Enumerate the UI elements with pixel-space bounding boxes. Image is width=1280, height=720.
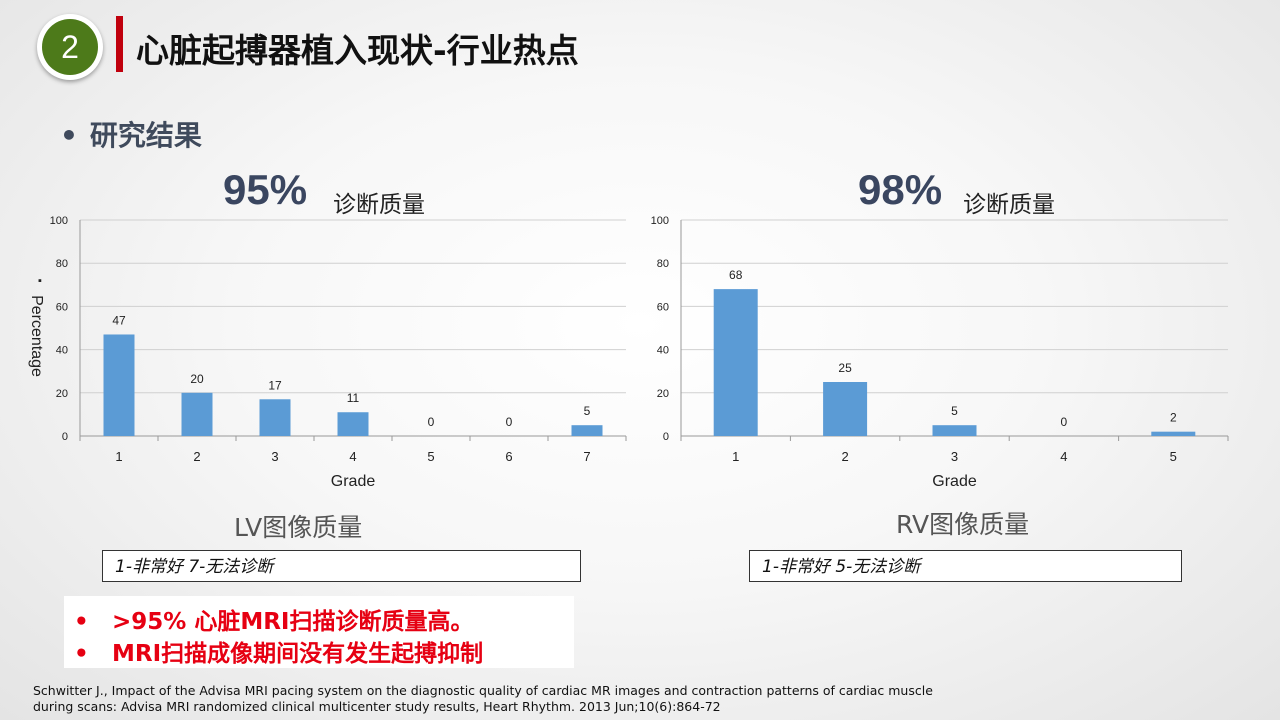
section-heading-text: 研究结果 (89, 119, 202, 152)
rv-x-axis-title: Grade (932, 473, 977, 490)
conclusion-item: • MRI扫描成像期间没有发生起搏抑制 (74, 634, 483, 668)
bullet-icon: • (60, 119, 78, 152)
rv-data-label: 5 (951, 404, 958, 418)
lv-y-tick-label: 60 (56, 301, 68, 313)
section-heading: • 研究结果 (60, 114, 202, 154)
lv-x-tick-label: 4 (349, 449, 356, 464)
lv-data-label: 20 (190, 372, 204, 386)
lv-headline-label: 诊断质量 (333, 192, 425, 218)
lv-x-tick-label: 1 (115, 449, 122, 464)
rv-data-label: 0 (1061, 415, 1068, 429)
lv-bar (103, 334, 135, 436)
rv-y-tick-label: 20 (657, 388, 669, 400)
rv-x-tick-label: 2 (841, 449, 848, 464)
rv-chart-subtitle: RV图像质量 (896, 510, 1030, 539)
rv-y-tick-label: 40 (657, 345, 669, 357)
lv-bar (337, 412, 369, 436)
lv-x-tick-label: 6 (505, 449, 512, 464)
lv-x-tick-label: 2 (193, 449, 200, 464)
lv-data-label: 0 (506, 415, 513, 429)
conclusion-box: • >95% 心脏MRI扫描诊断质量高。 • MRI扫描成像期间没有发生起搏抑制 (64, 596, 574, 668)
conclusion-text: MRI扫描成像期间没有发生起搏抑制 (112, 641, 484, 667)
rv-bar (823, 382, 868, 436)
rv-headline-label: 诊断质量 (963, 192, 1055, 218)
lv-chart-subtitle: LV图像质量 (234, 513, 363, 542)
rv-x-tick-label: 3 (951, 449, 958, 464)
rv-y-tick-label: 100 (651, 215, 669, 227)
lv-y-tick-label: 100 (50, 215, 68, 227)
section-number-badge: 2 (37, 14, 103, 80)
citation: Schwitter J., Impact of the Advisa MRI p… (33, 683, 933, 715)
lv-data-label: 11 (347, 391, 360, 405)
lv-data-label: 5 (584, 404, 591, 418)
lv-bar (181, 392, 213, 436)
lv-y-tick-label: 80 (56, 258, 68, 270)
citation-line: during scans: Advisa MRI randomized clin… (33, 699, 721, 714)
lv-data-label: 0 (428, 415, 435, 429)
rv-y-tick-label: 0 (663, 431, 669, 443)
bullet-icon: • (74, 609, 89, 635)
lv-y-axis-title: Percentage (28, 295, 45, 377)
lv-quality-bar-chart: 020406080100471202173114050657GradePerce… (28, 215, 627, 490)
lv-bar (571, 425, 603, 436)
lv-x-tick-label: 3 (271, 449, 278, 464)
lv-y-tick-label: 40 (56, 345, 68, 357)
title-accent-bar (116, 16, 123, 72)
rv-headline-percent: 98% (858, 166, 943, 213)
lv-x-tick-label: 5 (427, 449, 434, 464)
rv-bar (713, 289, 758, 436)
bullet-icon: • (74, 641, 89, 667)
lv-data-label: 17 (268, 378, 282, 392)
citation-line: Schwitter J., Impact of the Advisa MRI p… (33, 683, 933, 698)
lv-y-tick-label: 0 (62, 431, 68, 443)
rv-data-label: 68 (729, 268, 743, 282)
lv-headline-percent: 95% (223, 166, 308, 213)
rv-x-tick-label: 5 (1170, 449, 1177, 464)
rv-x-tick-label: 1 (732, 449, 739, 464)
rv-grade-legend-box: 1-非常好 5-无法诊断 (749, 550, 1182, 582)
conclusion-item: • >95% 心脏MRI扫描诊断质量高。 (74, 602, 474, 636)
conclusion-text: >95% 心脏MRI扫描诊断质量高。 (112, 609, 474, 635)
lv-grade-legend-box: 1-非常好 7-无法诊断 (102, 550, 581, 582)
rv-data-label: 2 (1170, 411, 1177, 425)
rv-data-label: 25 (838, 361, 852, 375)
lv-data-label: 47 (112, 313, 126, 327)
section-number: 2 (42, 19, 98, 75)
slide-title: 心脏起搏器植入现状-行业热点 (136, 31, 579, 70)
lv-y-axis-marker: ▪ (38, 275, 42, 287)
lv-x-tick-label: 7 (583, 449, 590, 464)
rv-y-tick-label: 60 (657, 301, 669, 313)
lv-y-tick-label: 20 (56, 388, 68, 400)
rv-x-tick-label: 4 (1060, 449, 1067, 464)
lv-x-axis-title: Grade (331, 473, 376, 490)
lv-bar (259, 399, 291, 436)
rv-bar (932, 425, 977, 436)
rv-bar (1151, 431, 1196, 436)
rv-y-tick-label: 80 (657, 258, 669, 270)
